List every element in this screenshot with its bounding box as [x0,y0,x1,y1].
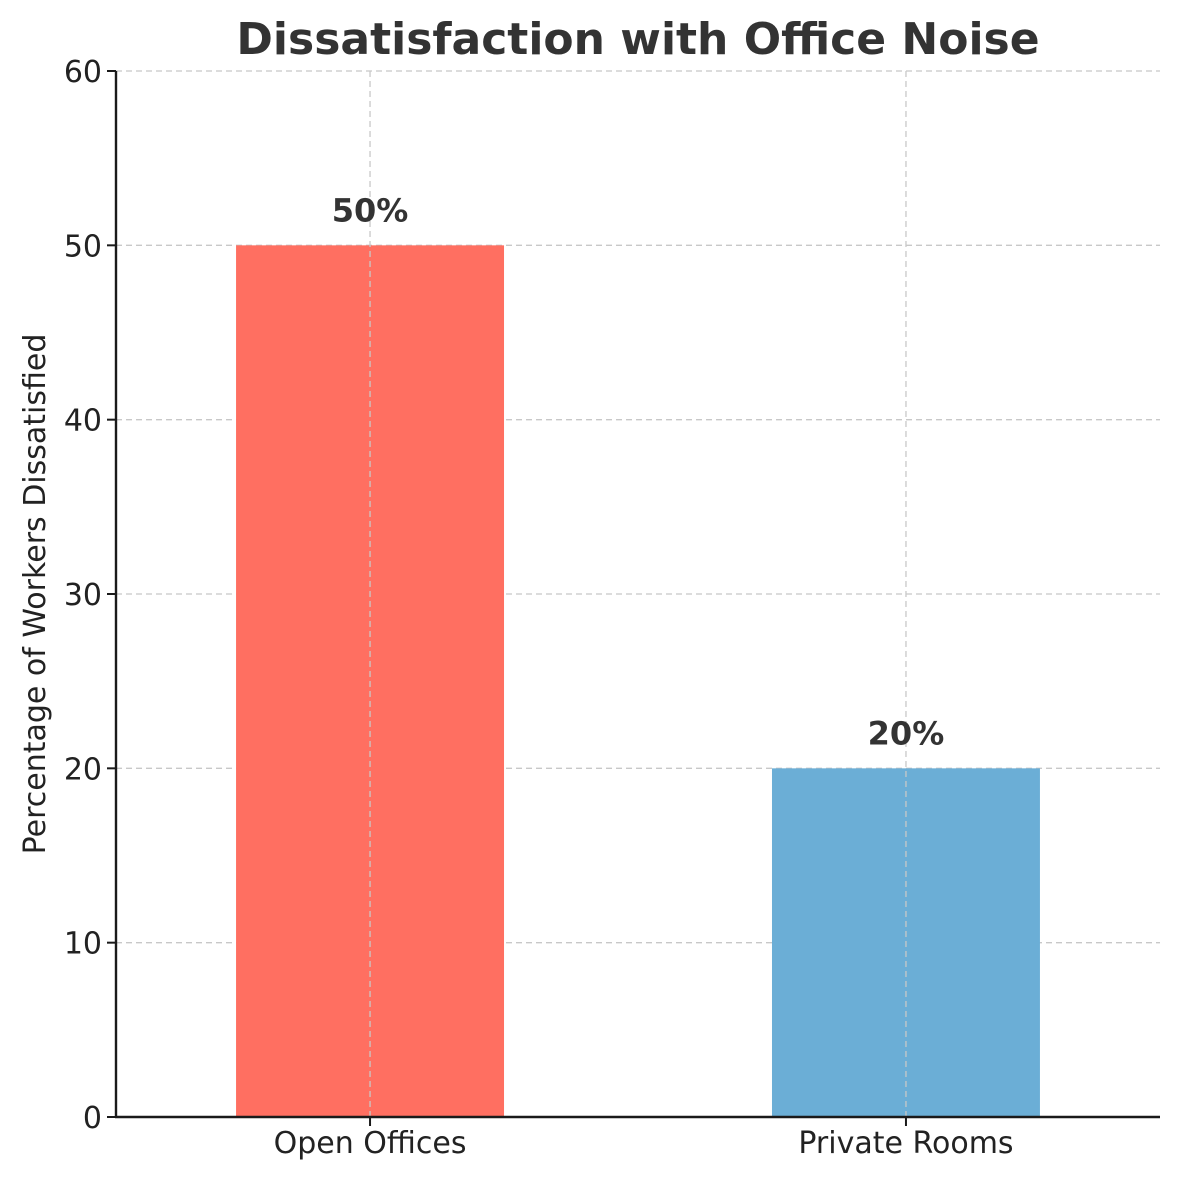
y-tick-label: 0 [83,1101,102,1136]
y-tick-label: 20 [64,752,102,787]
y-tick-label: 10 [64,927,102,962]
chart-title: Dissatisfaction with Office Noise [236,14,1039,65]
bar-value-label: 20% [868,714,945,752]
y-tick-label: 50 [64,229,102,264]
y-tick-label: 30 [64,578,102,613]
x-tick-label: Private Rooms [798,1126,1013,1161]
label-layer: 0 10 20 30 40 50 60 Open Offices 50% Private Room… [64,55,1014,1161]
axis-layer [107,70,1160,1126]
x-tick-label: Open Offices [274,1126,467,1161]
y-tick-label: 60 [64,55,102,90]
bar-value-label: 50% [332,191,409,229]
y-tick-label: 40 [64,404,102,439]
y-axis-label: Percentage of Workers Dissatisfied [18,334,53,855]
bar-layer [236,71,1040,1118]
